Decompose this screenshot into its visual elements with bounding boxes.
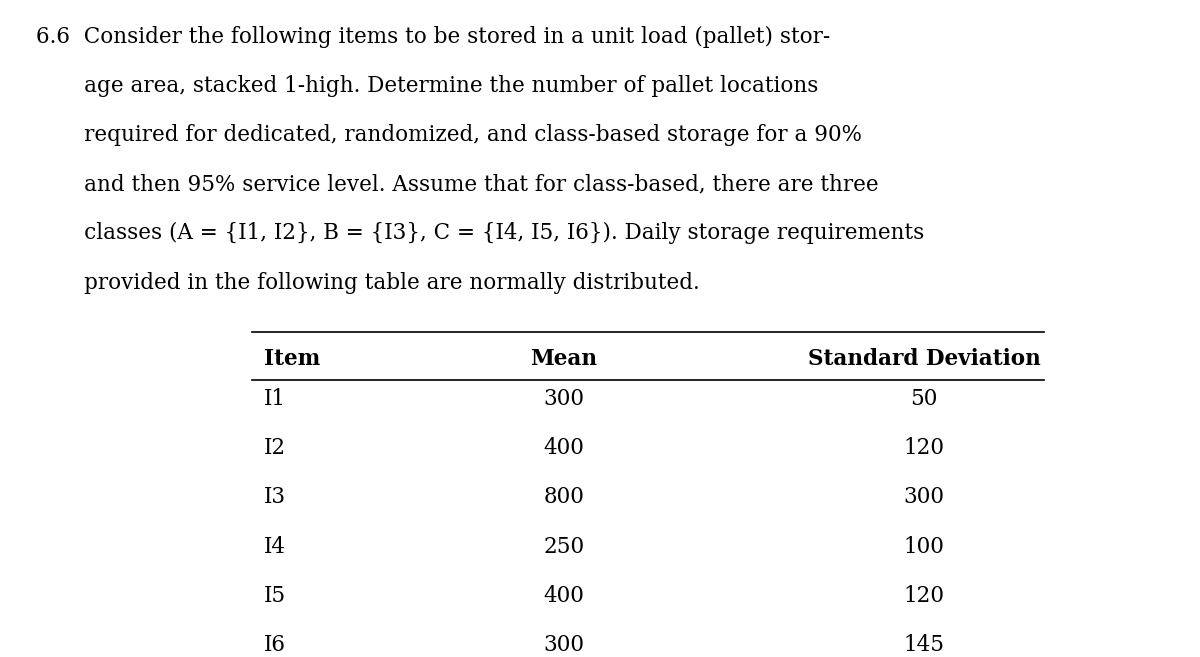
Text: 300: 300 <box>904 486 944 509</box>
Text: 50: 50 <box>911 388 937 410</box>
Text: 400: 400 <box>544 437 584 459</box>
Text: I1: I1 <box>264 388 286 410</box>
Text: 250: 250 <box>544 535 584 558</box>
Text: I3: I3 <box>264 486 286 509</box>
Text: Item: Item <box>264 348 320 371</box>
Text: and then 95% service level. Assume that for class-based, there are three: and then 95% service level. Assume that … <box>36 173 878 195</box>
Text: classes (A = {I1, I2}, B = {I3}, C = {I4, I5, I6}). Daily storage requirements: classes (A = {I1, I2}, B = {I3}, C = {I4… <box>36 222 924 244</box>
Text: 145: 145 <box>904 634 944 656</box>
Text: 300: 300 <box>544 388 584 410</box>
Text: 100: 100 <box>904 535 944 558</box>
Text: Standard Deviation: Standard Deviation <box>808 348 1040 371</box>
Text: 400: 400 <box>544 585 584 606</box>
Text: 800: 800 <box>544 486 584 509</box>
Text: 300: 300 <box>544 634 584 656</box>
Text: 120: 120 <box>904 585 944 606</box>
Text: I6: I6 <box>264 634 286 656</box>
Text: age area, stacked 1-high. Determine the number of pallet locations: age area, stacked 1-high. Determine the … <box>36 75 818 97</box>
Text: 6.6  Consider the following items to be stored in a unit load (pallet) stor-: 6.6 Consider the following items to be s… <box>36 26 830 48</box>
Text: I2: I2 <box>264 437 286 459</box>
Text: 120: 120 <box>904 437 944 459</box>
Text: required for dedicated, randomized, and class-based storage for a 90%: required for dedicated, randomized, and … <box>36 124 862 146</box>
Text: I4: I4 <box>264 535 286 558</box>
Text: I5: I5 <box>264 585 286 606</box>
Text: provided in the following table are normally distributed.: provided in the following table are norm… <box>36 271 700 294</box>
Text: Mean: Mean <box>530 348 598 371</box>
